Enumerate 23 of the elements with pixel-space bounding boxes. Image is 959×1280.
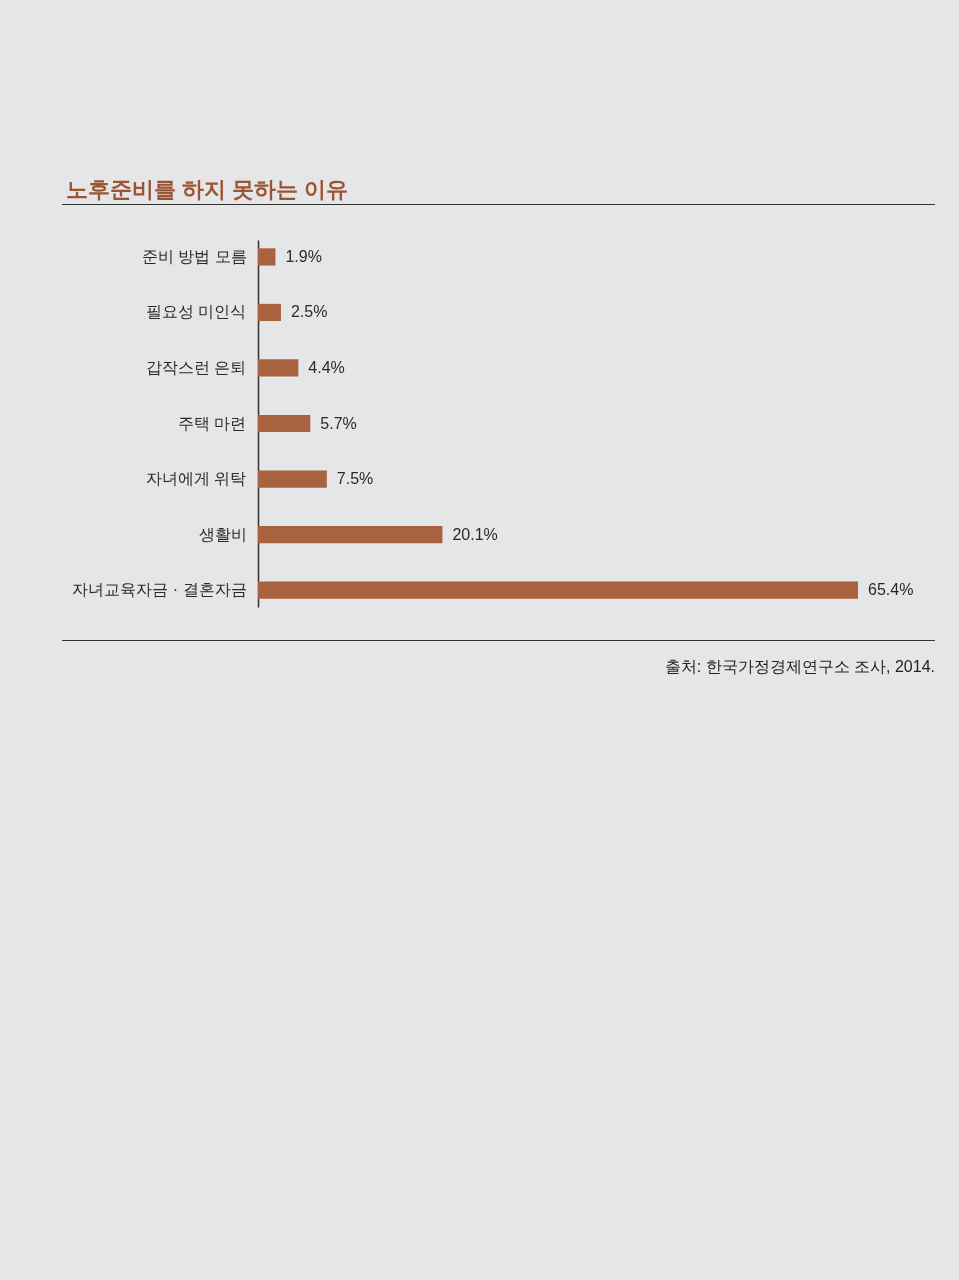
y-tick-label: 준비 방법 모름 [141, 247, 247, 265]
y-tick-label: 필요성 미인식 [146, 303, 247, 321]
source-note: 출처: 한국가정경제연구소 조사, 2014. [663, 657, 935, 677]
data-label: 7.5% [336, 470, 374, 488]
y-tick-label: 갑작스런 은퇴 [146, 358, 247, 376]
bar [258, 248, 276, 266]
bar [258, 359, 299, 377]
data-label: 1.9% [285, 247, 322, 265]
bar [258, 470, 327, 488]
data-label: 65.4% [868, 581, 914, 599]
bar [258, 414, 311, 433]
bar [258, 581, 858, 599]
y-tick-label: 자녀에게 위탁 [146, 470, 247, 488]
y-tick-label: 자녀교육자금 · 결혼자금 [72, 581, 247, 599]
data-label: 20.1% [452, 525, 498, 543]
chart-title: 노후준비를 하지 못하는 이유 [65, 176, 350, 204]
data-label: 2.5% [290, 303, 328, 321]
bar [258, 525, 443, 544]
bar [258, 303, 281, 322]
data-label: 4.4% [308, 358, 345, 376]
data-label: 5.7% [320, 414, 357, 432]
y-tick-label: 생활비 [198, 525, 247, 543]
y-tick-label: 주택 마련 [178, 414, 247, 432]
